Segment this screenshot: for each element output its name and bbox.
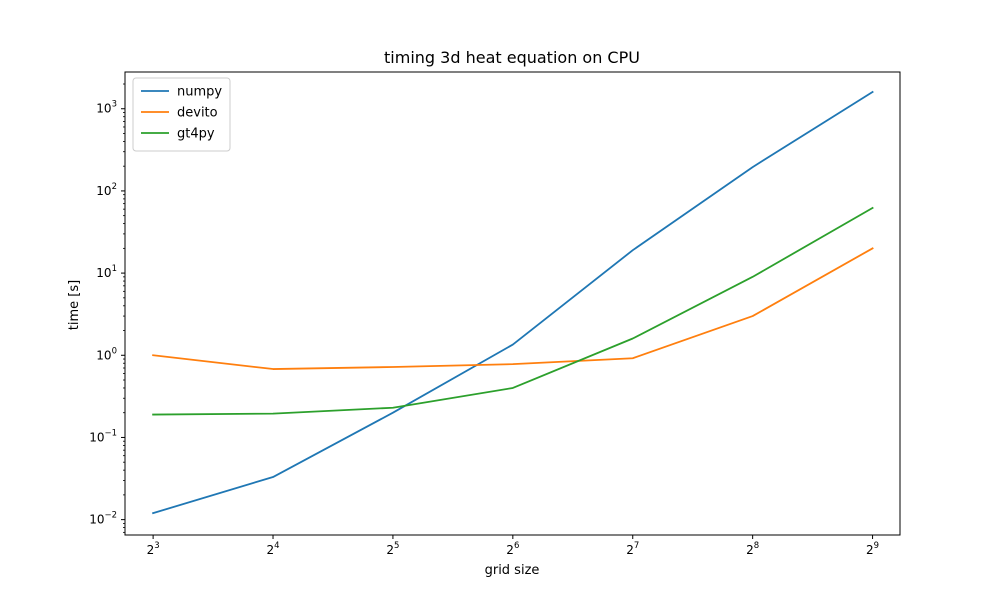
x-axis-label: grid size — [485, 563, 540, 578]
y-tick-label-1: 10−1 — [89, 428, 117, 444]
series-layer — [151, 90, 874, 515]
legend-label-gt4py: gt4py — [177, 127, 215, 142]
y-tick-label-2: 100 — [96, 346, 117, 362]
y-tick-label-0: 10−2 — [89, 511, 117, 527]
chart-title: timing 3d heat equation on CPU — [384, 48, 640, 67]
legend-label-devito: devito — [177, 106, 218, 121]
x-tick-label-6: 29 — [866, 541, 879, 557]
x-tick-label-3: 26 — [506, 541, 519, 557]
y-tick-label-4: 102 — [96, 182, 117, 198]
x-tick-label-5: 28 — [746, 541, 759, 557]
legend: numpy devito gt4py — [132, 77, 231, 152]
plot-frame — [124, 71, 901, 536]
legend-label-numpy: numpy — [177, 85, 222, 100]
series-line-gt4py — [152, 206, 874, 416]
series-line-numpy — [151, 90, 874, 515]
y-axis-label: time [s] — [67, 280, 82, 330]
series-line-devito — [152, 247, 874, 370]
x-tick-label-1: 24 — [266, 541, 279, 557]
x-tick-label-4: 27 — [626, 541, 639, 557]
y-tick-label-5: 103 — [96, 100, 117, 116]
x-tick-label-0: 23 — [147, 541, 160, 557]
x-tick-label-2: 25 — [386, 541, 399, 557]
ticks-layer: 23 24 25 26 27 28 29 10−2 10−1 100 101 102 103 — [89, 83, 879, 557]
y-tick-label-3: 101 — [96, 264, 117, 280]
